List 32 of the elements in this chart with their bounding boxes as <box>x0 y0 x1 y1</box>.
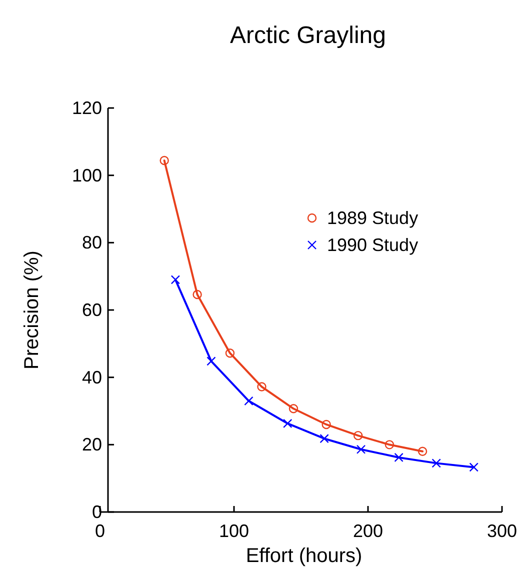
point <box>206 356 216 366</box>
point <box>469 462 478 472</box>
point <box>225 348 235 358</box>
point <box>322 420 331 430</box>
point <box>288 404 298 414</box>
y-tick-label: 80 <box>82 232 102 253</box>
y-tick-label: 60 <box>82 300 102 320</box>
point <box>353 430 363 440</box>
y-axis-title: Precision (%) <box>21 250 43 370</box>
x-tick-label: 300 <box>486 521 518 541</box>
point <box>320 434 329 444</box>
point <box>160 156 169 166</box>
point <box>432 458 441 468</box>
x-axis-title: Effort (hours) <box>246 545 362 567</box>
point <box>418 446 428 456</box>
point <box>394 452 404 462</box>
x-tick-label: 200 <box>352 521 384 541</box>
point <box>257 382 266 392</box>
y-tick-label: 40 <box>82 367 102 388</box>
chart-title: Arctic Grayling <box>230 22 386 49</box>
legend-label: 1990 Study <box>327 235 418 255</box>
y-tick-label: 120 <box>72 98 102 118</box>
y-tick-label: 20 <box>82 434 102 455</box>
point <box>356 444 366 454</box>
point <box>170 275 180 284</box>
y-tick-label: 100 <box>72 165 102 186</box>
point <box>244 396 254 406</box>
point <box>384 440 394 450</box>
legend-label: 1989 Study <box>327 208 418 228</box>
point <box>283 418 292 428</box>
x-tick-label: 100 <box>218 521 250 541</box>
point <box>192 290 202 300</box>
